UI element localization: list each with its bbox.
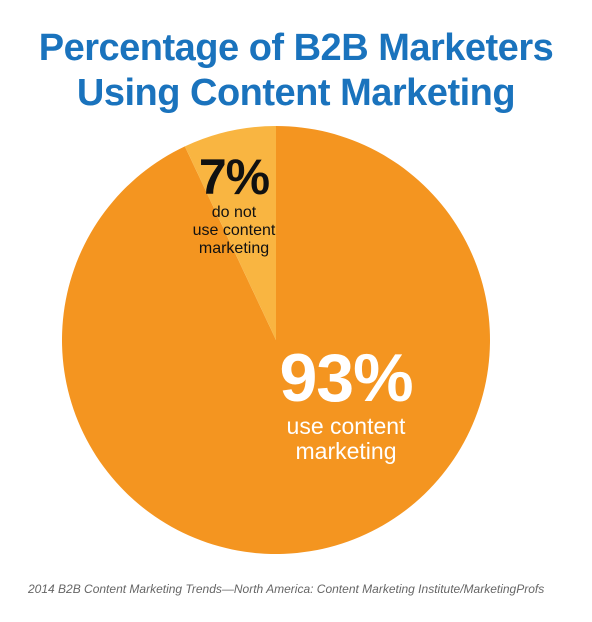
slice-desc-not-using-line-2: use content [192, 222, 276, 239]
slice-desc-not-using-line-1: do not [211, 204, 257, 221]
slice-desc-using-line-1: use content [286, 413, 406, 439]
source-note: 2014 B2B Content Marketing Trends—North … [28, 582, 545, 596]
chart-title-line-2: Using Content Marketing [76, 72, 516, 114]
slice-desc-using-line-2: marketing [295, 438, 397, 464]
slice-using [61, 126, 490, 555]
slice-not-using [184, 126, 276, 340]
slice-label-using: 93% use content marketing [256, 342, 436, 464]
slice-label-not-using: 7% do not use content marketing [182, 150, 286, 258]
slice-desc-not-using-line-3: marketing [198, 240, 270, 257]
slice-value-using: 93% [279, 340, 413, 416]
slice-value-not-using: 7% [198, 149, 270, 205]
chart-title-line-1: Percentage of B2B Marketers [38, 27, 554, 69]
chart-title: Percentage of B2B Marketers Using Conten… [0, 26, 592, 116]
